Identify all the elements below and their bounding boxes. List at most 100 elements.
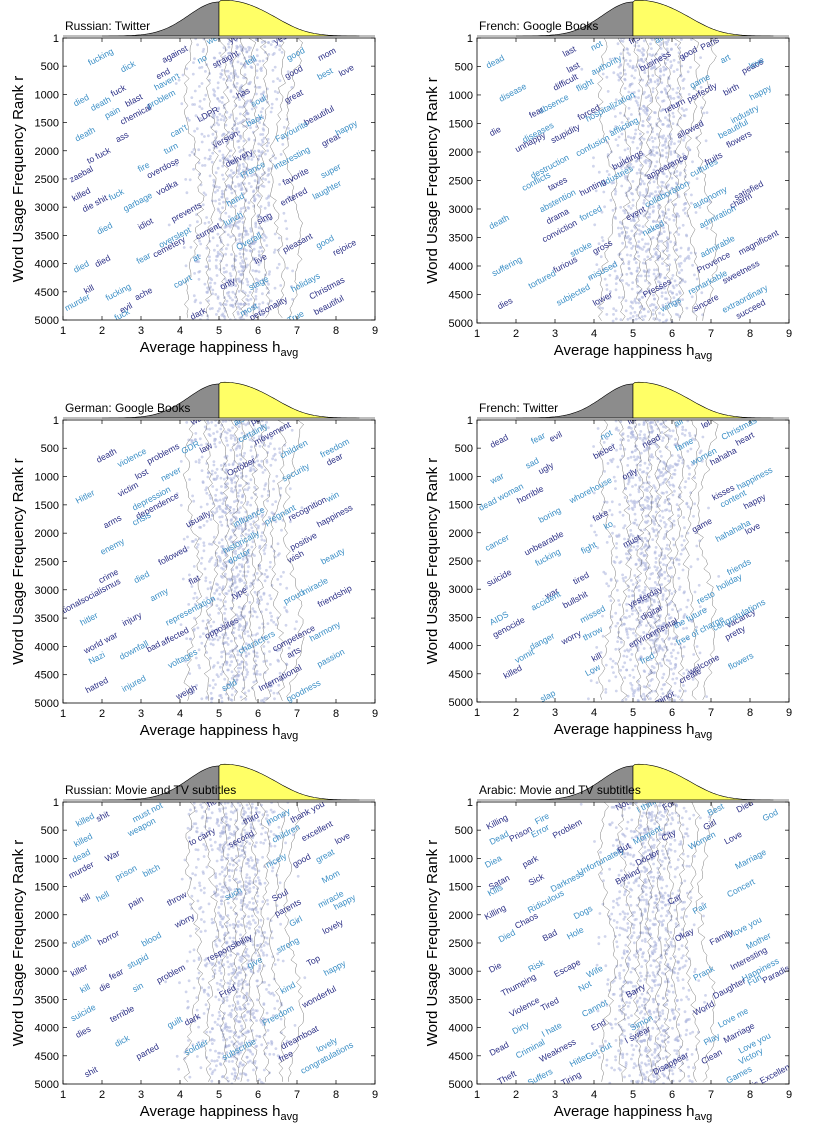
scatter-point [686, 505, 690, 509]
scatter-point [263, 45, 267, 48]
scatter-point [207, 221, 211, 224]
word-label: you [227, 30, 244, 45]
word-label: authority [589, 52, 623, 77]
scatter-point [216, 250, 220, 254]
scatter-point [641, 179, 644, 183]
scatter-point [654, 164, 657, 168]
scatter-point [276, 999, 279, 1003]
scatter-point [682, 138, 685, 142]
scatter-point [642, 685, 646, 688]
scatter-point [228, 1026, 232, 1029]
scatter-point [653, 522, 657, 526]
scatter-point [222, 462, 226, 466]
scatter-point [229, 434, 233, 437]
scatter-point [194, 114, 198, 118]
scatter-point [215, 981, 219, 985]
scatter-point [647, 118, 650, 122]
scatter-point [213, 968, 217, 972]
scatter-point [263, 636, 266, 639]
scatter-point [623, 524, 627, 527]
scatter-point [233, 500, 236, 503]
scatter-point [198, 239, 201, 243]
scatter-point [276, 658, 280, 662]
word-label: gross [591, 238, 614, 257]
scatter-point [211, 151, 215, 155]
scatter-point [691, 678, 695, 681]
scatter-point [639, 451, 643, 455]
scatter-point [662, 480, 666, 484]
scatter-point [219, 598, 223, 602]
scatter-point [227, 224, 231, 228]
scatter-point [260, 426, 264, 430]
scatter-point [623, 676, 627, 680]
scatter-point [664, 137, 668, 141]
scatter-point [589, 524, 593, 528]
scatter-point [229, 649, 233, 653]
scatter-point [222, 266, 226, 270]
scatter-point [668, 429, 672, 432]
scatter-point [260, 69, 263, 72]
scatter-point [215, 430, 219, 434]
scatter-point [605, 582, 609, 585]
scatter-point [681, 55, 685, 59]
scatter-point [255, 572, 259, 575]
scatter-point [237, 437, 241, 441]
scatter-point [670, 300, 673, 304]
scatter-point [597, 268, 601, 271]
scatter-point [669, 97, 673, 100]
scatter-point [254, 633, 258, 637]
scatter-point [262, 487, 266, 491]
scatter-point [620, 222, 624, 226]
scatter-point [668, 509, 671, 513]
scatter-point [199, 242, 203, 246]
scatter-point [611, 659, 615, 663]
scatter-point [663, 185, 667, 189]
scatter-point [260, 494, 264, 498]
scatter-point [219, 834, 222, 838]
scatter-point [243, 157, 247, 161]
scatter-point [273, 963, 277, 966]
scatter-point [667, 469, 671, 473]
scatter-point [265, 144, 269, 148]
contour-line [248, 38, 260, 318]
scatter-point [220, 899, 223, 903]
scatter-point [271, 53, 275, 56]
scatter-point [656, 132, 659, 136]
scatter-point [240, 94, 244, 97]
scatter-point [239, 121, 242, 125]
scatter-point [665, 43, 669, 46]
scatter-point [674, 101, 678, 105]
contour-line [268, 38, 286, 318]
scatter-point [614, 125, 618, 128]
scatter-point [637, 301, 641, 305]
scatter-point [205, 290, 209, 294]
scatter-point [647, 485, 651, 489]
scatter-point [642, 436, 646, 440]
word-label: evil [548, 429, 564, 444]
scatter-point [237, 527, 241, 530]
scatter-point [242, 303, 246, 306]
scatter-point [187, 812, 191, 816]
scatter-point [662, 436, 665, 440]
scatter-point [674, 191, 678, 195]
scatter-point [238, 662, 242, 666]
scatter-point [608, 595, 611, 598]
scatter-point [260, 420, 264, 423]
scatter-point [658, 514, 662, 518]
scatter-point [692, 460, 696, 464]
scatter-point [224, 806, 228, 810]
scatter-point [244, 642, 248, 646]
scatter-point [258, 59, 262, 63]
scatter-point [197, 1025, 201, 1029]
scatter-point [643, 498, 647, 502]
scatter-point [269, 159, 273, 163]
scatter-point [204, 576, 208, 580]
scatter-point [645, 487, 649, 490]
scatter-point [625, 602, 629, 606]
scatter-point [654, 561, 658, 564]
scatter-point [247, 891, 251, 894]
scatter-point [203, 164, 207, 167]
scatter-point [245, 50, 249, 54]
scatter-point [646, 248, 650, 252]
scatter-point [613, 56, 617, 60]
